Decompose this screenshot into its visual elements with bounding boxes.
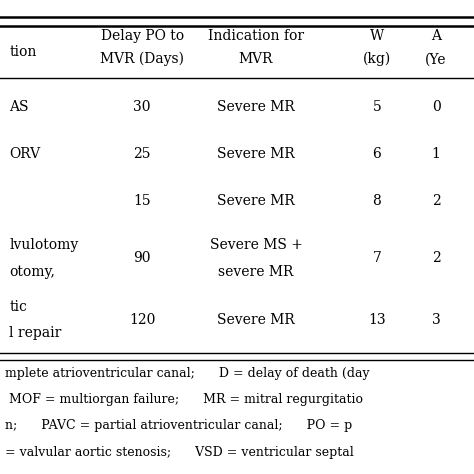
Text: 5: 5 bbox=[373, 100, 381, 114]
Text: Indication for: Indication for bbox=[208, 28, 304, 43]
Text: ORV: ORV bbox=[9, 147, 41, 161]
Text: 7: 7 bbox=[373, 251, 381, 265]
Text: MVR: MVR bbox=[239, 52, 273, 66]
Text: AS: AS bbox=[9, 100, 29, 114]
Text: n;      PAVC = partial atrioventricular canal;      PO = p: n; PAVC = partial atrioventricular canal… bbox=[5, 419, 352, 432]
Text: l repair: l repair bbox=[9, 326, 62, 340]
Text: 90: 90 bbox=[134, 251, 151, 265]
Text: otomy,: otomy, bbox=[9, 264, 55, 279]
Text: lvulotomy: lvulotomy bbox=[9, 238, 79, 252]
Text: 15: 15 bbox=[133, 194, 151, 209]
Text: W: W bbox=[370, 28, 384, 43]
Text: Delay PO to: Delay PO to bbox=[100, 28, 184, 43]
Text: MVR (Days): MVR (Days) bbox=[100, 52, 184, 66]
Text: tion: tion bbox=[9, 45, 37, 59]
Text: 13: 13 bbox=[368, 313, 386, 327]
Text: 2: 2 bbox=[432, 194, 440, 209]
Text: Severe MR: Severe MR bbox=[217, 313, 295, 327]
Text: 1: 1 bbox=[432, 147, 440, 161]
Text: Severe MR: Severe MR bbox=[217, 194, 295, 209]
Text: MOF = multiorgan failure;      MR = mitral regurgitatio: MOF = multiorgan failure; MR = mitral re… bbox=[5, 393, 363, 406]
Text: Severe MR: Severe MR bbox=[217, 147, 295, 161]
Text: 25: 25 bbox=[134, 147, 151, 161]
Text: mplete atrioventricular canal;      D = delay of death (day: mplete atrioventricular canal; D = delay… bbox=[5, 367, 369, 380]
Text: (Ye: (Ye bbox=[425, 52, 447, 66]
Text: Severe MR: Severe MR bbox=[217, 100, 295, 114]
Text: 30: 30 bbox=[134, 100, 151, 114]
Text: 8: 8 bbox=[373, 194, 381, 209]
Text: Severe MS +: Severe MS + bbox=[210, 238, 302, 252]
Text: 2: 2 bbox=[432, 251, 440, 265]
Text: 0: 0 bbox=[432, 100, 440, 114]
Text: (kg): (kg) bbox=[363, 52, 391, 66]
Text: severe MR: severe MR bbox=[218, 264, 294, 279]
Text: 6: 6 bbox=[373, 147, 381, 161]
Text: A: A bbox=[431, 28, 441, 43]
Text: = valvular aortic stenosis;      VSD = ventricular septal: = valvular aortic stenosis; VSD = ventri… bbox=[5, 446, 354, 458]
Text: 3: 3 bbox=[432, 313, 440, 327]
Text: tic: tic bbox=[9, 300, 27, 314]
Text: 120: 120 bbox=[129, 313, 155, 327]
